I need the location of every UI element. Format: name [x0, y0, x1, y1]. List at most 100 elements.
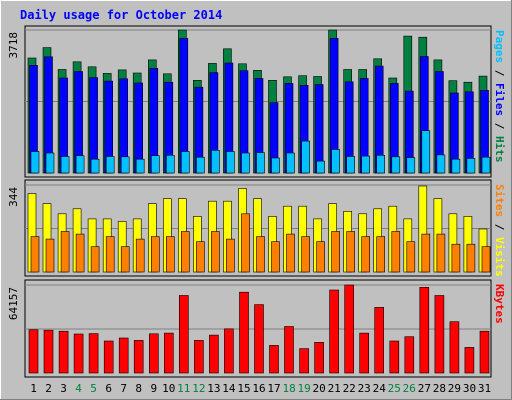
- bar-pages-14: [226, 151, 235, 174]
- bar-kbytes-19: [299, 348, 309, 374]
- panel-visits-max-label: 344: [7, 187, 20, 207]
- bar-pages-11: [181, 151, 190, 174]
- bar-sites-29: [451, 243, 461, 273]
- day-label-12: 12: [192, 382, 205, 395]
- bar-sites-2: [45, 238, 55, 273]
- bar-sites-6: [105, 236, 115, 273]
- bar-sites-1: [30, 236, 40, 273]
- legend-entry: Sites: [493, 184, 506, 217]
- day-label-8: 8: [135, 382, 142, 395]
- bar-kbytes-9: [149, 333, 159, 374]
- bar-kbytes-4: [73, 333, 84, 374]
- bar-kbytes-8: [133, 340, 144, 374]
- bar-kbytes-13: [209, 334, 219, 374]
- bar-kbytes-31: [479, 330, 490, 374]
- day-label-1: 1: [30, 382, 37, 395]
- bar-kbytes-22: [344, 284, 355, 374]
- bar-pages-31: [481, 156, 491, 174]
- bar-pages-22: [346, 156, 356, 174]
- day-label-30: 30: [463, 382, 476, 395]
- day-label-5: 5: [90, 382, 97, 395]
- bar-sites-18: [286, 233, 295, 273]
- panel-visits-legend: Sites / Visits: [493, 184, 506, 277]
- bar-pages-7: [120, 156, 130, 174]
- legend-entry: /: [493, 116, 506, 136]
- bar-sites-13: [211, 231, 220, 273]
- bar-pages-4: [75, 155, 85, 174]
- bar-sites-9: [151, 236, 160, 273]
- bar-sites-20: [316, 241, 325, 273]
- bar-sites-3: [60, 231, 70, 273]
- bar-sites-30: [466, 243, 476, 273]
- day-label-19: 19: [297, 382, 310, 395]
- panel-hits-legend: Pages / Files / Hits: [493, 30, 506, 163]
- legend-entry: Visits: [493, 237, 506, 277]
- bar-pages-1: [30, 151, 40, 174]
- legend-entry: /: [493, 217, 506, 237]
- bar-kbytes-5: [88, 333, 99, 374]
- bar-sites-10: [166, 236, 175, 273]
- bar-sites-27: [421, 233, 431, 273]
- bar-files-5: [89, 77, 98, 174]
- bar-kbytes-2: [43, 329, 54, 374]
- day-label-27: 27: [418, 382, 431, 395]
- bar-pages-10: [166, 155, 175, 174]
- bar-kbytes-27: [419, 286, 430, 374]
- bar-kbytes-29: [449, 321, 460, 374]
- bar-kbytes-20: [314, 341, 324, 374]
- bar-sites-21: [331, 231, 340, 273]
- bar-kbytes-16: [254, 304, 264, 374]
- panel-hits-max-label: 3718: [7, 32, 20, 59]
- bar-sites-26: [406, 241, 416, 273]
- legend-entry: Pages: [493, 30, 506, 63]
- bar-kbytes-3: [58, 330, 69, 374]
- day-label-21: 21: [328, 382, 341, 395]
- day-label-29: 29: [448, 382, 461, 395]
- bar-pages-20: [316, 160, 325, 174]
- bar-sites-4: [75, 233, 85, 273]
- bar-pages-15: [241, 152, 250, 174]
- panel-kbytes-max-label: 64157: [7, 287, 20, 320]
- bar-sites-23: [361, 236, 371, 273]
- bar-kbytes-25: [389, 340, 400, 374]
- bar-kbytes-10: [164, 332, 174, 374]
- bar-sites-15: [241, 213, 250, 273]
- bar-kbytes-7: [118, 337, 129, 374]
- day-label-23: 23: [358, 382, 371, 395]
- bar-pages-26: [406, 157, 416, 174]
- day-label-9: 9: [150, 382, 157, 395]
- legend-entry: Files: [493, 83, 506, 116]
- day-label-15: 15: [237, 382, 250, 395]
- bar-kbytes-12: [194, 340, 204, 374]
- day-label-28: 28: [433, 382, 446, 395]
- bar-sites-14: [226, 238, 235, 273]
- day-label-14: 14: [222, 382, 236, 395]
- bar-pages-29: [451, 158, 461, 174]
- bar-pages-2: [45, 152, 55, 174]
- bar-sites-25: [391, 231, 401, 273]
- day-labels: 1 2 3 4 5 6 7 8 9 10 11 12 13 14 15 16 17 18 19 20 21 22 23 24 2…: [30, 382, 491, 395]
- bar-pages-16: [256, 152, 265, 174]
- bar-pages-21: [331, 149, 340, 174]
- bar-pages-13: [211, 150, 220, 174]
- chart-title: Daily usage for October 2014: [20, 8, 222, 22]
- day-label-25: 25: [388, 382, 401, 395]
- bar-kbytes-21: [329, 289, 339, 374]
- day-label-20: 20: [312, 382, 325, 395]
- bar-sites-16: [256, 236, 265, 273]
- bar-pages-25: [391, 156, 401, 174]
- bar-pages-5: [90, 158, 100, 174]
- day-label-11: 11: [177, 382, 190, 395]
- bar-sites-19: [301, 236, 310, 273]
- day-label-22: 22: [343, 382, 356, 395]
- bar-sites-24: [376, 236, 386, 273]
- legend-entry: KBytes: [493, 284, 506, 324]
- bar-pages-9: [151, 155, 160, 174]
- bar-pages-12: [196, 156, 205, 174]
- bar-pages-3: [60, 156, 70, 174]
- bar-kbytes-28: [434, 295, 445, 374]
- chart-panels: 3718 Pages / Files / Hits 344 Sites / Visit…: [7, 25, 506, 378]
- day-label-4: 4: [75, 382, 82, 395]
- day-label-16: 16: [252, 382, 265, 395]
